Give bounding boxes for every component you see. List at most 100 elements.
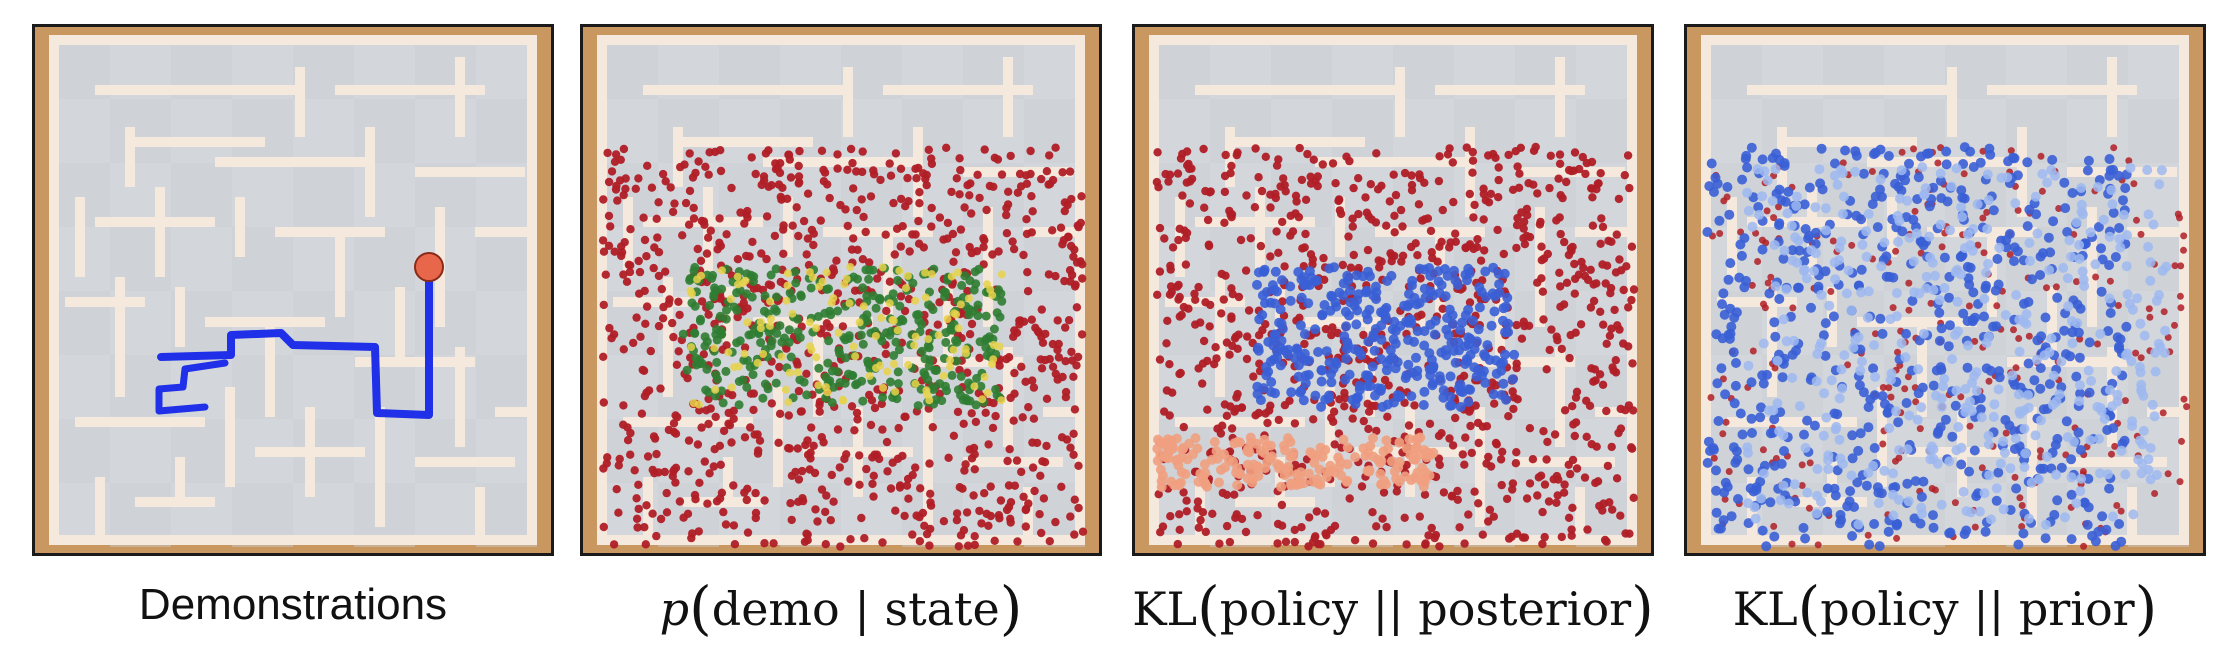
scatter-dot bbox=[751, 488, 760, 498]
scatter-dot bbox=[793, 444, 802, 453]
scatter-dot bbox=[2130, 180, 2138, 188]
scatter-dot bbox=[890, 250, 899, 259]
scatter-dot bbox=[848, 158, 857, 168]
scatter-dot bbox=[633, 523, 642, 532]
scatter-dot bbox=[1316, 401, 1327, 412]
scatter-dot bbox=[2147, 399, 2158, 410]
scatter-dot bbox=[654, 248, 664, 257]
scatter-dot bbox=[1341, 476, 1352, 487]
scatter-dot bbox=[1504, 412, 1513, 421]
scatter-dot bbox=[1220, 187, 1230, 197]
scatter-dot bbox=[1345, 156, 1354, 166]
scatter-dot bbox=[794, 179, 803, 188]
scatter-dot bbox=[2032, 228, 2043, 239]
scatter-dot bbox=[1843, 265, 1854, 276]
scatter-dot bbox=[1295, 387, 1306, 398]
scatter-dot bbox=[1799, 199, 1810, 210]
scatter-dot bbox=[1421, 540, 1430, 549]
scatter-dot bbox=[1190, 289, 1199, 298]
scatter-dot bbox=[979, 234, 988, 243]
scatter-dot bbox=[1728, 442, 1739, 453]
scatter-dot bbox=[1928, 444, 1939, 455]
maze-wall bbox=[613, 297, 693, 307]
scatter-dot bbox=[1538, 507, 1547, 517]
scatter-dot bbox=[1960, 407, 1971, 417]
scatter-dot bbox=[2080, 542, 2088, 550]
scatter-dot bbox=[1212, 453, 1223, 464]
scatter-dot bbox=[1533, 491, 1542, 500]
scatter-dot bbox=[877, 336, 887, 346]
scatter-dot bbox=[1285, 295, 1296, 306]
maze-wall bbox=[673, 137, 813, 147]
scatter-dot bbox=[2104, 154, 2115, 164]
scatter-dot bbox=[599, 522, 608, 532]
scatter-dot bbox=[857, 195, 866, 204]
scatter-dot bbox=[2030, 430, 2041, 441]
scatter-dot bbox=[1219, 295, 1228, 304]
scatter-dot bbox=[1587, 184, 1596, 193]
scatter-dot bbox=[1390, 228, 1399, 237]
scatter-dot bbox=[1862, 312, 1873, 323]
scatter-dot bbox=[1710, 454, 1718, 462]
scatter-dot bbox=[727, 183, 736, 193]
scatter-dot bbox=[863, 356, 873, 366]
scatter-dot bbox=[1260, 298, 1270, 309]
scatter-dot bbox=[1433, 276, 1444, 287]
scatter-dot bbox=[2074, 253, 2085, 264]
scatter-dot bbox=[1182, 496, 1191, 505]
scatter-dot bbox=[1471, 401, 1480, 410]
scatter-dot bbox=[1345, 494, 1354, 503]
scatter-dot bbox=[1543, 437, 1552, 447]
scatter-dot bbox=[1745, 483, 1756, 494]
scatter-dot bbox=[1232, 404, 1241, 414]
scatter-dot bbox=[1004, 481, 1014, 490]
scatter-dot bbox=[615, 176, 625, 185]
scatter-dot bbox=[1595, 370, 1605, 379]
scatter-dot bbox=[599, 464, 608, 473]
scatter-dot bbox=[1017, 467, 1026, 477]
scatter-dot bbox=[1616, 424, 1626, 433]
scatter-dot bbox=[2076, 473, 2087, 484]
scatter-dot bbox=[971, 417, 981, 427]
scatter-dot bbox=[895, 483, 905, 492]
scatter-dot bbox=[1983, 258, 1994, 269]
scatter-dot bbox=[1410, 401, 1419, 410]
scatter-dot bbox=[1827, 288, 1835, 295]
scatter-dot bbox=[2159, 347, 2170, 358]
scatter-dot bbox=[1891, 288, 1902, 299]
scatter-dot bbox=[1746, 377, 1757, 388]
scatter-dot bbox=[781, 385, 790, 394]
scatter-dot bbox=[1788, 335, 1799, 346]
scatter-dot bbox=[1983, 195, 1994, 206]
scatter-dot bbox=[2084, 337, 2095, 348]
scatter-dot bbox=[1941, 146, 1952, 157]
scatter-dot bbox=[1903, 496, 1914, 507]
scatter-dot bbox=[1596, 169, 1605, 178]
scatter-dot bbox=[652, 449, 661, 459]
scatter-dot bbox=[619, 420, 628, 429]
scatter-dot bbox=[846, 144, 856, 154]
scatter-dot bbox=[922, 529, 932, 539]
scatter-dot bbox=[1562, 278, 1572, 287]
scatter-dot bbox=[1709, 187, 1719, 197]
scatter-dot bbox=[974, 389, 983, 398]
scatter-dot bbox=[2019, 423, 2030, 434]
scatter-dot bbox=[2137, 230, 2145, 238]
scatter-dot bbox=[1947, 354, 1958, 365]
scatter-dot bbox=[654, 321, 664, 331]
scatter-dot bbox=[1227, 161, 1236, 171]
scatter-dot bbox=[803, 189, 813, 198]
scatter-dot bbox=[603, 148, 612, 158]
scatter-dot bbox=[1027, 228, 1036, 237]
scatter-dot bbox=[777, 352, 786, 361]
scatter-dot bbox=[1457, 317, 1468, 328]
scatter-dot bbox=[775, 362, 784, 372]
maze-wall bbox=[2007, 357, 2127, 367]
scatter-dot bbox=[2150, 347, 2161, 358]
scatter-dot bbox=[2075, 445, 2086, 455]
scatter-dot bbox=[612, 485, 621, 494]
scatter-dot bbox=[986, 482, 995, 491]
scatter-dot bbox=[1852, 477, 1863, 488]
scatter-dot bbox=[2030, 191, 2041, 202]
scatter-dot bbox=[1564, 513, 1574, 522]
